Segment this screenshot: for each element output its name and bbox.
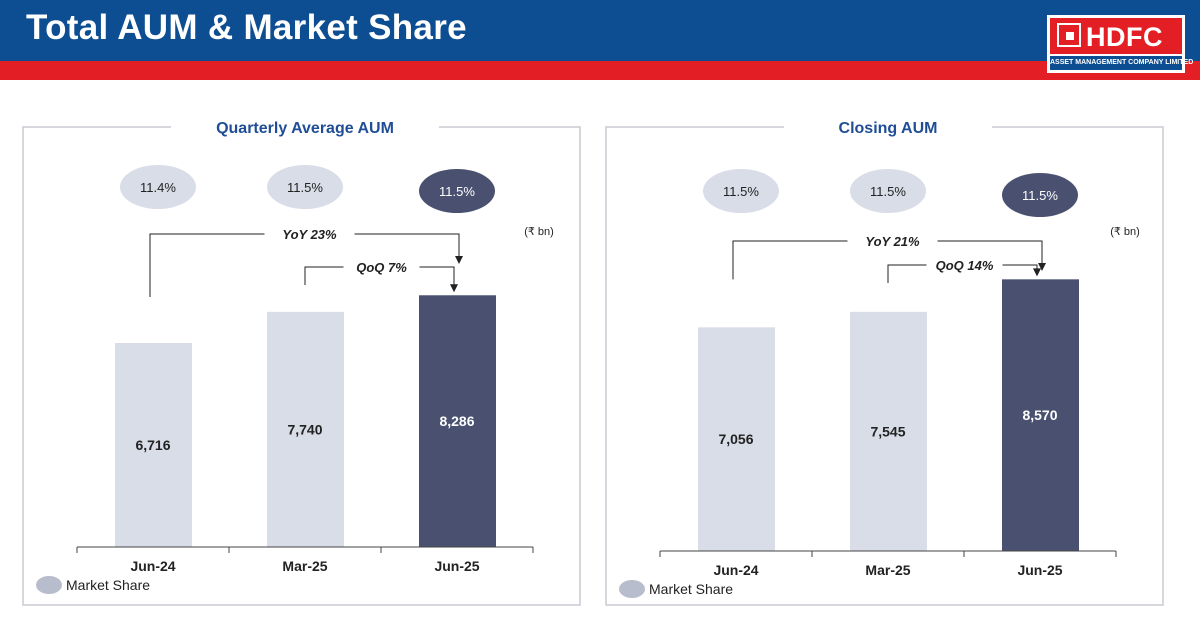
quarterly-average-aum-chart: Quarterly Average AUM (₹ bn) 11.4% 11.5% 11.…	[22, 120, 581, 606]
bar	[1002, 279, 1079, 551]
bar-value-label: 7,056	[718, 431, 753, 447]
bar-value-label: 7,740	[287, 421, 322, 437]
qoq-bracket-right	[419, 266, 455, 289]
bar	[419, 295, 496, 547]
qoq-annotation: QoQ 14%	[936, 258, 994, 273]
unit-label: (₹ bn)	[524, 226, 554, 238]
market-share-label: 11.5%	[870, 184, 906, 199]
bar-value-label: 6,716	[135, 437, 170, 453]
market-share-ellipse	[703, 169, 779, 213]
yoy-arrowhead	[455, 256, 463, 264]
market-share-ellipse	[1002, 173, 1078, 217]
page-title: Total AUM & Market Share	[26, 8, 467, 47]
chart-title: Quarterly Average AUM	[216, 120, 394, 137]
x-tick-label: Jun-25	[1017, 562, 1062, 578]
market-share-label: 11.5%	[287, 180, 323, 195]
x-tick-label: Mar-25	[865, 562, 910, 578]
qoq-bracket-left	[304, 266, 344, 285]
qoq-arrowhead	[1033, 268, 1041, 277]
market-share-ellipse	[120, 165, 196, 209]
qoq-bracket-left	[887, 264, 927, 283]
logo-mark-icon	[1057, 23, 1081, 47]
bar	[850, 311, 927, 551]
market-share-ellipse	[267, 165, 343, 209]
header-blue-band	[0, 0, 1200, 61]
bar	[267, 311, 344, 547]
header: Total AUM & Market Share HDFC ASSET MANA…	[0, 0, 1200, 80]
panel-frame	[605, 126, 1164, 606]
logo-tagline: ASSET MANAGEMENT COMPANY LIMITED	[1050, 56, 1193, 70]
closing-aum-chart: Closing AUM (₹ bn) 11.5% 11.5% 11.5% 7,056 Jun…	[605, 120, 1164, 606]
logo-name: HDFC	[1086, 22, 1163, 52]
legend-label: Market Share	[649, 581, 733, 597]
bar-value-label: 8,570	[1022, 407, 1057, 423]
chart-title: Closing AUM	[839, 120, 938, 137]
x-tick-label: Jun-24	[130, 558, 175, 574]
bar	[115, 342, 192, 547]
bar-value-label: 7,545	[870, 423, 905, 439]
market-share-ellipse	[419, 169, 495, 213]
logo-red-box: HDFC	[1050, 18, 1182, 54]
panel-frame	[22, 126, 581, 606]
yoy-bracket-left	[732, 240, 848, 280]
x-tick-label: Mar-25	[282, 558, 327, 574]
yoy-bracket-right	[937, 240, 1043, 267]
legend-swatch	[619, 580, 645, 598]
market-share-label: 11.5%	[1022, 188, 1058, 203]
yoy-bracket-left	[149, 233, 265, 297]
qoq-arrowhead	[450, 284, 458, 293]
market-share-label: 11.5%	[439, 184, 475, 199]
bar-value-label: 8,286	[439, 413, 474, 429]
market-share-ellipse	[850, 169, 926, 213]
yoy-bracket-right	[354, 233, 460, 260]
hdfc-logo: HDFC ASSET MANAGEMENT COMPANY LIMITED	[1047, 15, 1193, 73]
yoy-arrowhead	[1038, 263, 1046, 271]
market-share-label: 11.4%	[140, 180, 176, 195]
market-share-label: 11.5%	[723, 184, 759, 199]
x-tick-label: Jun-25	[434, 558, 479, 574]
yoy-annotation: YoY 23%	[282, 227, 337, 242]
header-red-stripe	[0, 61, 1200, 80]
legend-swatch	[36, 576, 62, 594]
x-tick-label: Jun-24	[713, 562, 758, 578]
yoy-annotation: YoY 21%	[865, 234, 920, 249]
qoq-annotation: QoQ 7%	[356, 260, 407, 275]
qoq-bracket-right	[1002, 264, 1038, 273]
unit-label: (₹ bn)	[1110, 226, 1140, 238]
legend-label: Market Share	[66, 577, 150, 593]
bar	[698, 327, 775, 551]
